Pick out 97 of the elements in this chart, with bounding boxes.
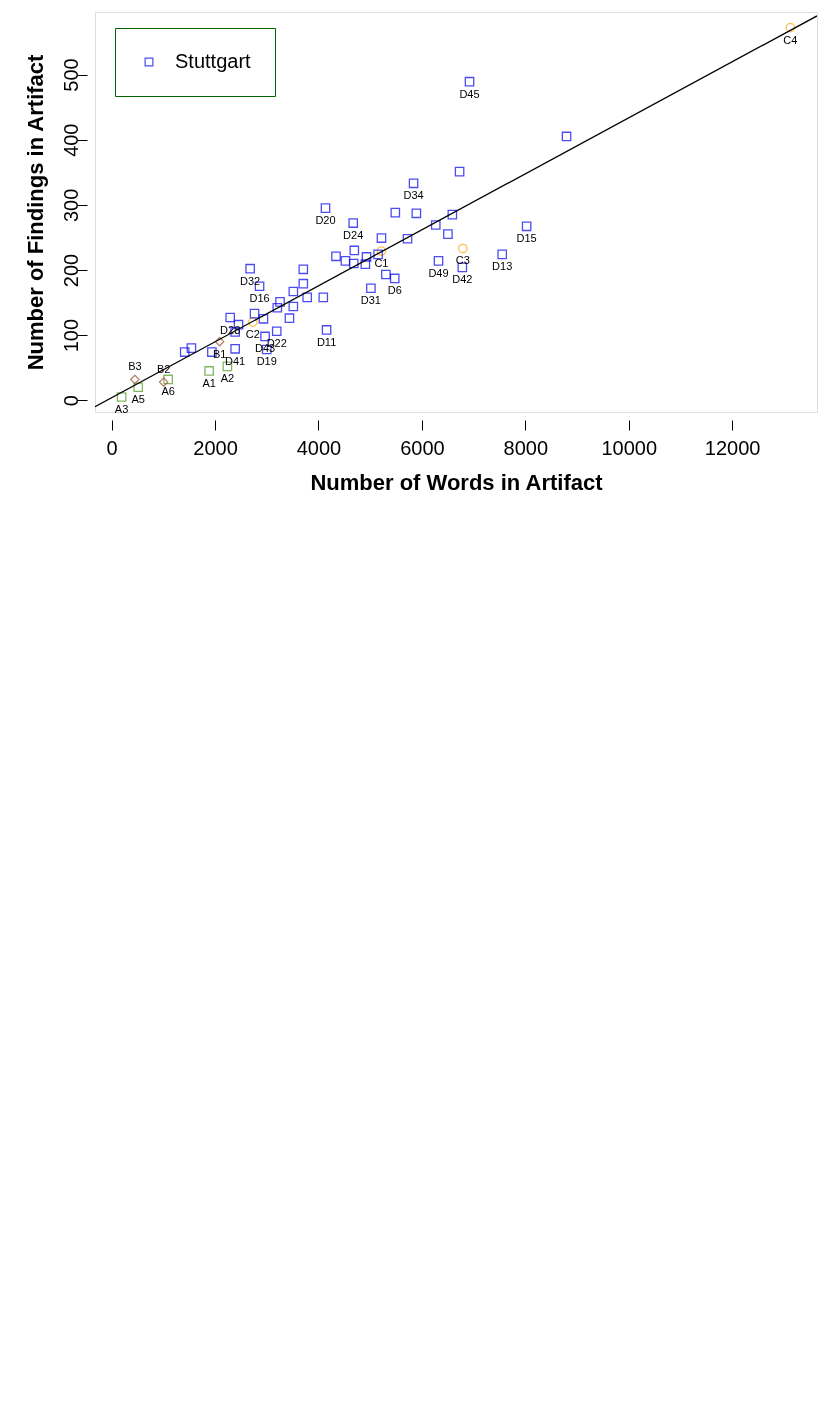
point	[245, 263, 255, 274]
point	[271, 326, 282, 337]
point	[248, 317, 258, 327]
point	[390, 207, 401, 218]
annotation: D42	[452, 273, 473, 286]
annotation: D24	[343, 229, 364, 242]
point	[318, 292, 329, 303]
annotation: C1	[374, 257, 389, 270]
point	[230, 343, 240, 354]
x-axis-title: Number of Words in Artifact	[310, 469, 604, 495]
point	[561, 131, 572, 142]
point	[785, 22, 796, 33]
annotation: C2	[245, 328, 260, 341]
point	[130, 374, 140, 385]
point	[408, 178, 419, 189]
point	[521, 221, 532, 232]
annotation: A1	[202, 376, 216, 389]
point	[464, 76, 475, 87]
point	[340, 256, 351, 266]
point	[430, 220, 441, 230]
point	[258, 314, 269, 324]
annotation: C3	[455, 254, 470, 267]
annotation: D19	[256, 355, 277, 368]
annotation: D15	[516, 232, 537, 245]
point	[320, 203, 331, 213]
point	[348, 218, 359, 228]
x-tick-label: 6000	[400, 436, 445, 459]
annotation: D6	[387, 284, 402, 297]
annotation: A6	[161, 385, 175, 398]
annotation: D13	[492, 260, 513, 273]
point	[497, 249, 508, 260]
y-tick-label: 100	[59, 318, 82, 353]
x-tick-label: 12000	[704, 436, 761, 459]
point	[163, 374, 173, 385]
legend-label: Stuttgart	[175, 50, 252, 72]
point	[249, 308, 260, 319]
point	[389, 273, 400, 284]
point	[373, 249, 383, 260]
point	[298, 264, 309, 275]
point	[186, 343, 197, 353]
point	[376, 246, 387, 256]
annotation: D41	[225, 354, 246, 367]
annotation: D16	[249, 292, 270, 305]
point	[298, 278, 309, 289]
point	[443, 229, 453, 239]
x-tick-label: 0	[106, 436, 118, 459]
annotation: D49	[428, 266, 449, 279]
x-tick-label: 4000	[296, 436, 342, 459]
point	[360, 259, 371, 269]
point	[133, 382, 144, 393]
point	[433, 256, 444, 266]
point	[402, 233, 413, 244]
point	[275, 297, 285, 307]
point	[302, 292, 313, 303]
annotation: A3	[114, 403, 129, 416]
annotation: D32	[240, 274, 261, 287]
y-tick-label: 0	[59, 395, 82, 407]
point	[366, 283, 376, 294]
x-tick-label: 10000	[601, 436, 658, 459]
point	[179, 347, 190, 357]
point	[204, 366, 214, 376]
point	[116, 392, 127, 402]
annotation: A2	[220, 372, 235, 385]
x-tick-label: 8000	[503, 436, 549, 459]
point	[411, 208, 422, 219]
point	[458, 243, 468, 254]
y-tick-label: 300	[59, 188, 82, 223]
x-tick-label: 2000	[193, 436, 238, 459]
point	[284, 313, 295, 324]
y-tick-label: 200	[59, 253, 82, 288]
annotation: B3	[128, 360, 142, 373]
point	[454, 166, 465, 177]
annotation: D20	[315, 214, 336, 227]
point	[331, 251, 341, 262]
annotation: D11	[316, 335, 337, 348]
point	[381, 269, 391, 280]
point	[158, 377, 169, 387]
point	[288, 301, 299, 312]
annotation: B1	[212, 347, 227, 360]
point	[321, 325, 332, 335]
point	[225, 312, 236, 323]
y-tick-label: 400	[59, 123, 82, 157]
point	[447, 209, 458, 220]
point	[348, 258, 359, 269]
annotation: A5	[131, 393, 145, 406]
point	[349, 245, 360, 256]
y-tick-label: 500	[59, 58, 82, 92]
point	[214, 336, 225, 347]
annotation: D34	[403, 189, 424, 202]
annotation: D45	[459, 87, 480, 100]
annotation: C4	[783, 33, 798, 46]
point	[361, 252, 372, 262]
y-axis-title: Number of Findings in Artifact	[22, 53, 48, 371]
point	[288, 286, 299, 297]
point	[272, 302, 283, 313]
point	[376, 233, 387, 243]
annotation: D31	[360, 294, 381, 307]
